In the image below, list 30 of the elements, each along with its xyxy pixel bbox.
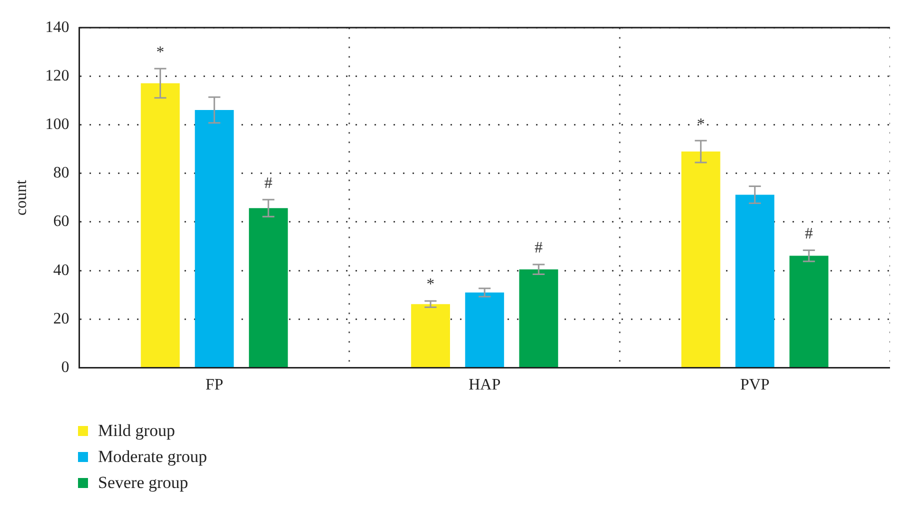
- y-tick-label: 80: [53, 164, 70, 182]
- y-axis-title: count: [12, 179, 30, 216]
- annotation: #: [534, 240, 543, 257]
- y-tick-label: 60: [53, 213, 70, 230]
- bar: [194, 110, 234, 368]
- legend-label: Moderate group: [98, 447, 208, 467]
- annotation: *: [426, 276, 435, 294]
- annotation: *: [156, 44, 164, 61]
- legend-label: Severe group: [98, 473, 188, 493]
- legend-label: Mild group: [98, 421, 175, 441]
- bar: [140, 83, 180, 368]
- annotation: *: [696, 116, 705, 133]
- y-tick-label: 140: [45, 18, 70, 36]
- x-tick-label: PVP: [740, 376, 770, 394]
- annotation: #: [804, 225, 813, 242]
- bar: [465, 292, 504, 368]
- y-tick-label: 100: [45, 116, 70, 134]
- y-tick-label: 0: [61, 359, 70, 376]
- x-tick-label: HAP: [468, 376, 501, 394]
- bar: [248, 208, 288, 368]
- bar: [411, 304, 450, 368]
- bar: [519, 269, 558, 368]
- y-tick-label: 20: [53, 310, 70, 328]
- y-tick-label: 40: [53, 262, 70, 279]
- y-tick-label: 120: [45, 67, 70, 84]
- annotation: #: [264, 174, 272, 192]
- bar: [735, 194, 774, 368]
- bar: [681, 152, 720, 368]
- bar: [789, 256, 828, 368]
- x-tick-label: FP: [205, 376, 224, 394]
